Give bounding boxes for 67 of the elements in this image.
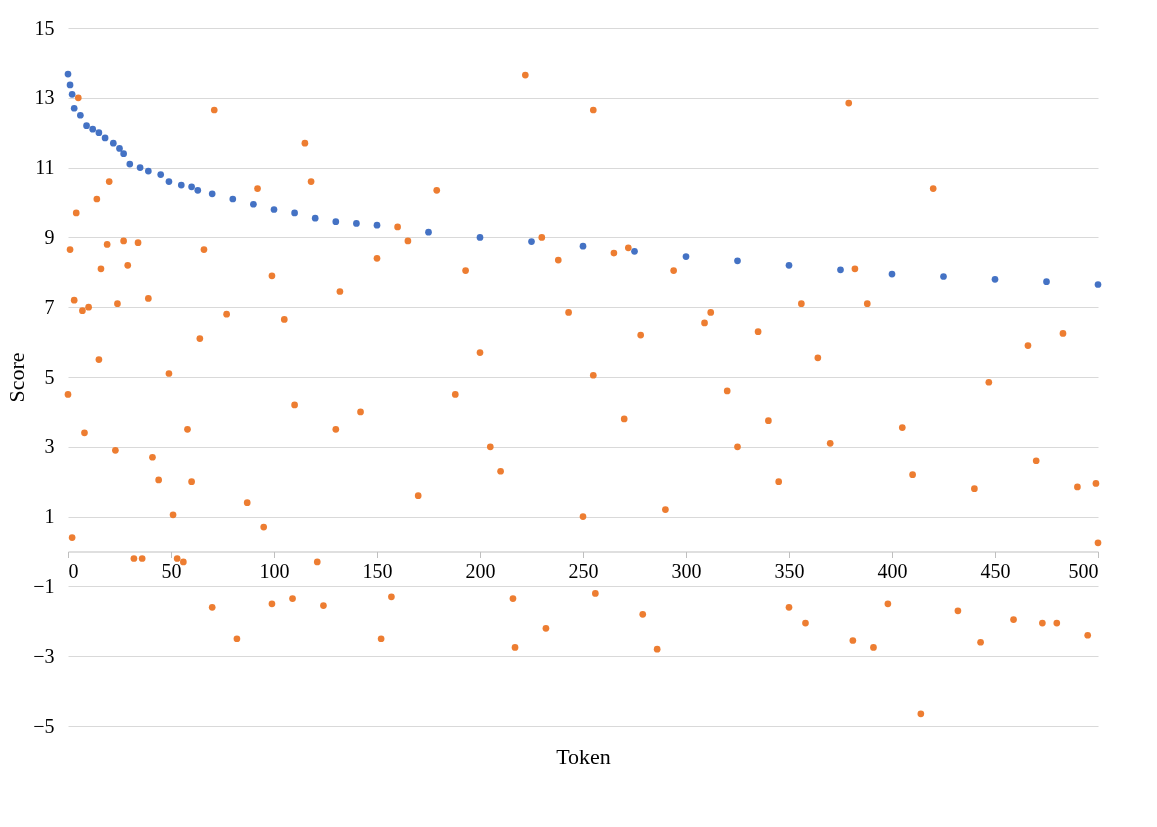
point <box>311 214 319 222</box>
point <box>194 186 202 194</box>
y-tick-label: 15 <box>34 16 55 39</box>
point <box>425 228 432 236</box>
point <box>95 129 103 137</box>
x-tick-label: 200 <box>465 560 496 582</box>
y-axis-title: Score <box>4 352 30 403</box>
point <box>188 183 195 191</box>
point <box>991 275 999 283</box>
point <box>89 125 97 133</box>
point <box>579 242 587 250</box>
point <box>373 221 381 229</box>
point <box>734 257 741 265</box>
y-tick-label: 1 <box>44 505 55 528</box>
point <box>785 261 793 269</box>
point <box>837 266 844 274</box>
point <box>116 145 123 152</box>
point <box>631 248 638 255</box>
y-tick-label: −5 <box>33 714 55 737</box>
y-tick-label: 9 <box>44 225 55 248</box>
point <box>68 90 76 98</box>
point <box>157 171 165 178</box>
x-tick-label: 50 <box>161 560 182 582</box>
point <box>126 160 134 168</box>
x-tick-label: 150 <box>362 560 393 582</box>
point <box>476 234 484 241</box>
point <box>70 104 78 112</box>
point <box>144 167 152 175</box>
point <box>229 195 237 203</box>
point <box>64 70 72 78</box>
x-tick-label: 100 <box>259 560 290 582</box>
x-tick-label: 450 <box>980 560 1011 582</box>
y-tick-label: 3 <box>44 435 55 458</box>
y-tick-label: 11 <box>35 156 55 179</box>
point <box>120 150 127 157</box>
x-tick-label: 300 <box>671 560 702 582</box>
point <box>1094 281 1102 288</box>
point <box>83 122 90 130</box>
point <box>165 178 173 185</box>
x-axis-title: Token <box>556 743 611 769</box>
y-tick-label: −3 <box>33 644 55 667</box>
x-tick-label: 350 <box>774 560 805 582</box>
point <box>353 220 360 227</box>
point <box>109 139 117 147</box>
point <box>940 273 947 280</box>
point <box>136 164 144 171</box>
y-tick-label: 7 <box>44 295 55 318</box>
point <box>77 111 84 119</box>
point <box>1043 278 1050 286</box>
point <box>101 134 109 142</box>
point <box>332 218 340 226</box>
point <box>270 206 278 213</box>
point <box>250 200 257 208</box>
x-tick-label: 400 <box>877 560 908 582</box>
point <box>66 81 74 89</box>
x-tick-label: 0 <box>68 560 79 582</box>
y-tick-label: 5 <box>44 365 55 388</box>
point <box>682 253 690 260</box>
x-tick-label: 500 <box>1068 560 1099 582</box>
point <box>528 238 535 245</box>
point <box>888 270 896 278</box>
point <box>291 209 298 217</box>
y-tick-label: 13 <box>34 86 55 109</box>
y-tick-label: −1 <box>33 574 55 597</box>
point <box>208 190 216 198</box>
point <box>177 181 185 189</box>
x-tick-label: 250 <box>568 560 599 582</box>
